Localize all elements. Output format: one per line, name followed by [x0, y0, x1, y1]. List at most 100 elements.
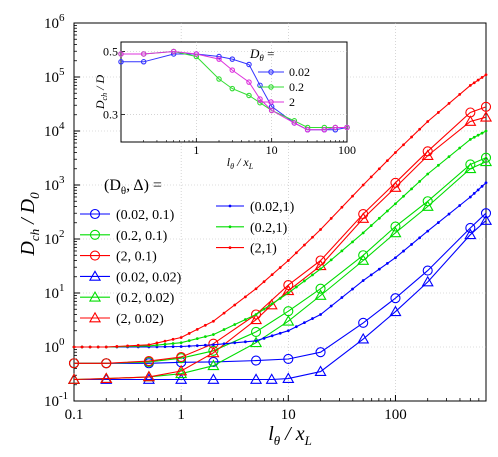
data-point	[286, 259, 290, 262]
data-point	[104, 345, 108, 349]
data-point	[385, 159, 389, 163]
data-point	[126, 344, 129, 348]
data-point	[472, 192, 476, 195]
data-point	[207, 373, 220, 384]
data-point	[147, 343, 151, 347]
data-point	[170, 48, 177, 55]
data-point	[303, 243, 306, 247]
data-point	[303, 279, 306, 283]
data-point	[140, 59, 147, 65]
legend-entry: (0.2, 0.02)	[80, 290, 175, 306]
data-point	[175, 373, 188, 384]
data-point	[468, 195, 472, 199]
inset-legend-label: 2	[289, 95, 295, 109]
data-point	[187, 344, 191, 348]
data-point	[229, 85, 236, 92]
data-point	[389, 181, 402, 192]
data-point	[278, 296, 282, 300]
data-point	[422, 265, 433, 276]
data-point	[410, 187, 413, 191]
data-point	[464, 162, 477, 174]
data-point	[270, 302, 274, 306]
data-point	[479, 155, 493, 167]
legend-label: (0.02, 0.1)	[116, 208, 175, 223]
data-point	[176, 352, 187, 363]
data-point	[286, 329, 290, 333]
data-point	[254, 313, 258, 316]
data-point	[319, 228, 322, 231]
data-point	[358, 317, 369, 328]
data-point	[479, 111, 493, 122]
data-point	[118, 51, 124, 57]
data-point	[278, 266, 282, 269]
data-point	[480, 184, 484, 188]
data-point	[340, 249, 344, 253]
main-y-tick-label: 106	[44, 12, 65, 32]
data-point	[243, 340, 247, 344]
data-point	[246, 61, 252, 68]
data-point	[321, 127, 328, 133]
legend-marker	[268, 84, 274, 90]
data-point	[361, 183, 365, 187]
ylabel-D: D	[17, 241, 39, 257]
legend-marker	[88, 311, 102, 323]
data-point	[480, 76, 484, 79]
data-point	[72, 345, 76, 349]
data-point	[436, 221, 440, 224]
legend-entry: (2, 0.1)	[80, 250, 157, 265]
main-y-tick-label: 100	[44, 336, 65, 356]
inset-legend-label: 0.02	[289, 65, 310, 79]
data-point	[212, 333, 215, 336]
data-point	[175, 367, 188, 379]
data-point	[464, 115, 477, 126]
data-point	[195, 327, 199, 331]
legend-label: (2, 0.02)	[116, 312, 164, 327]
data-point	[254, 339, 258, 343]
inset-series-layer	[118, 48, 350, 133]
data-point	[265, 298, 278, 310]
inset-y-tick-label: 0.3	[103, 107, 118, 121]
data-point	[426, 172, 430, 176]
data-point	[294, 325, 298, 329]
legend-entry: (0.02, 0.02)	[80, 270, 182, 285]
data-point	[421, 149, 434, 160]
data-point	[115, 345, 119, 348]
main-x-tick-label: 1	[177, 407, 185, 423]
data-point	[257, 82, 263, 89]
legend-entry: (0.02, 0.1)	[80, 208, 175, 223]
data-point	[243, 318, 247, 321]
data-point	[212, 319, 215, 323]
data-point	[447, 102, 451, 105]
data-point	[207, 346, 220, 358]
data-point	[421, 275, 434, 287]
main-x-tick-label: 100	[384, 407, 407, 423]
data-point	[357, 254, 370, 265]
data-point	[447, 155, 451, 159]
legend-marker	[89, 208, 101, 220]
data-point	[369, 224, 373, 227]
data-point	[484, 181, 488, 185]
main-x-tick-label: 10	[281, 407, 296, 423]
data-point	[315, 347, 326, 358]
data-point	[229, 56, 236, 62]
data-point	[351, 194, 354, 198]
main-y-tick-label: 101	[44, 282, 65, 302]
data-point	[319, 267, 322, 271]
data-point	[171, 345, 175, 349]
data-point	[472, 81, 476, 85]
legend-entry: (2, 0.02)	[80, 311, 164, 327]
data-point	[249, 373, 263, 384]
inset-legend-title: Dθ =	[249, 46, 274, 63]
data-point	[351, 240, 354, 244]
legend-marker	[228, 204, 232, 208]
legend-entry: (2,1)	[216, 242, 277, 257]
data-point	[479, 214, 493, 225]
data-point	[311, 273, 314, 277]
legend-marker	[88, 290, 102, 302]
data-point	[390, 293, 401, 304]
data-point	[304, 127, 311, 133]
legend-label: (0.02,1)	[250, 200, 295, 215]
data-point	[385, 209, 389, 213]
data-point	[143, 355, 154, 367]
